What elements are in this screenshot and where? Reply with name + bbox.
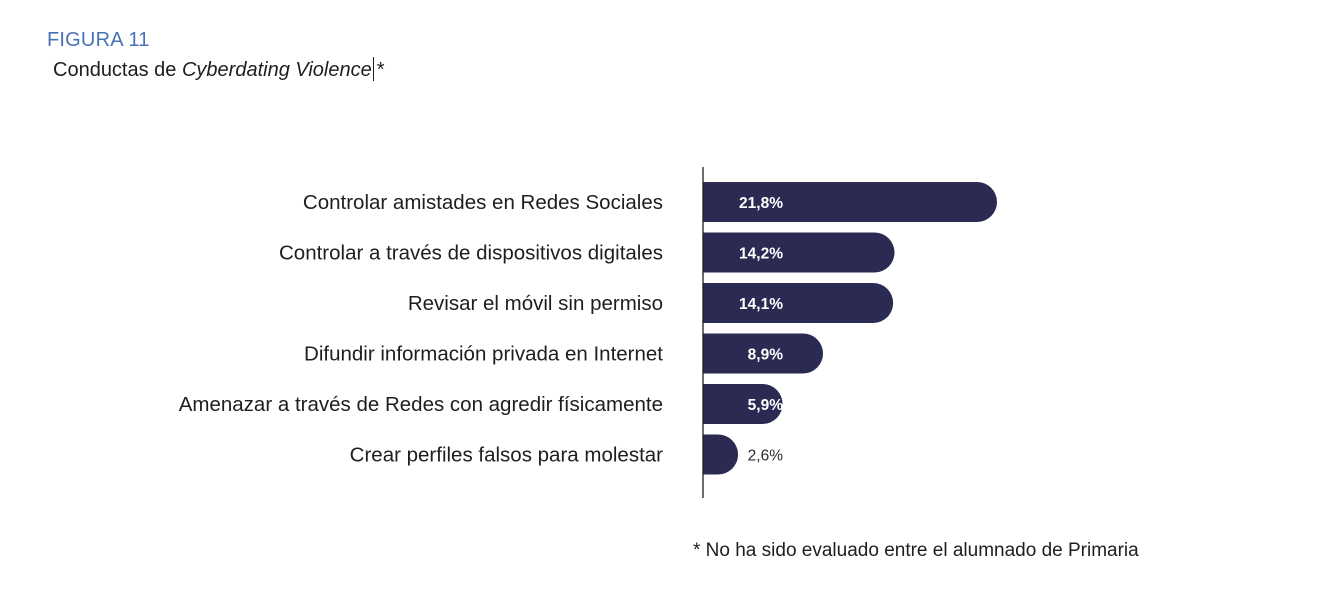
- bar: [703, 384, 783, 424]
- value-label: 5,9%: [748, 397, 784, 414]
- bar: [703, 283, 894, 323]
- value-label: 21,8%: [739, 195, 783, 212]
- bars-group: Controlar amistades en Redes Sociales 21,…: [179, 182, 997, 475]
- category-label: Crear perfiles falsos para molestar: [350, 444, 663, 467]
- bar: [703, 232, 895, 273]
- bar: [703, 182, 997, 222]
- category-label: Difundir información privada en Internet: [304, 343, 663, 366]
- bar: [703, 333, 824, 374]
- value-label: 14,2%: [739, 246, 783, 263]
- bar: [703, 434, 739, 475]
- text-cursor: [372, 57, 374, 81]
- figure-title-emphasis: Cyberdating Violence: [181, 59, 372, 81]
- category-label: Controlar a través de dispositivos digit…: [279, 242, 663, 265]
- value-label: 2,6%: [748, 448, 784, 465]
- category-label: Revisar el móvil sin permiso: [408, 292, 663, 315]
- category-label: Amenazar a través de Redes con agredir f…: [179, 393, 663, 416]
- figure-title: Conductas de Cyberdating Violence *: [53, 57, 385, 82]
- figure-title-suffix: *: [376, 59, 385, 81]
- footnote: * No ha sido evaluado entre el alumnado …: [693, 540, 1139, 561]
- value-label: 14,1%: [739, 296, 783, 313]
- figure-number: FIGURA 11: [47, 29, 150, 51]
- figure-title-prefix: Conductas de: [53, 59, 182, 81]
- value-label: 8,9%: [748, 347, 784, 364]
- category-label: Controlar amistades en Redes Sociales: [303, 191, 663, 214]
